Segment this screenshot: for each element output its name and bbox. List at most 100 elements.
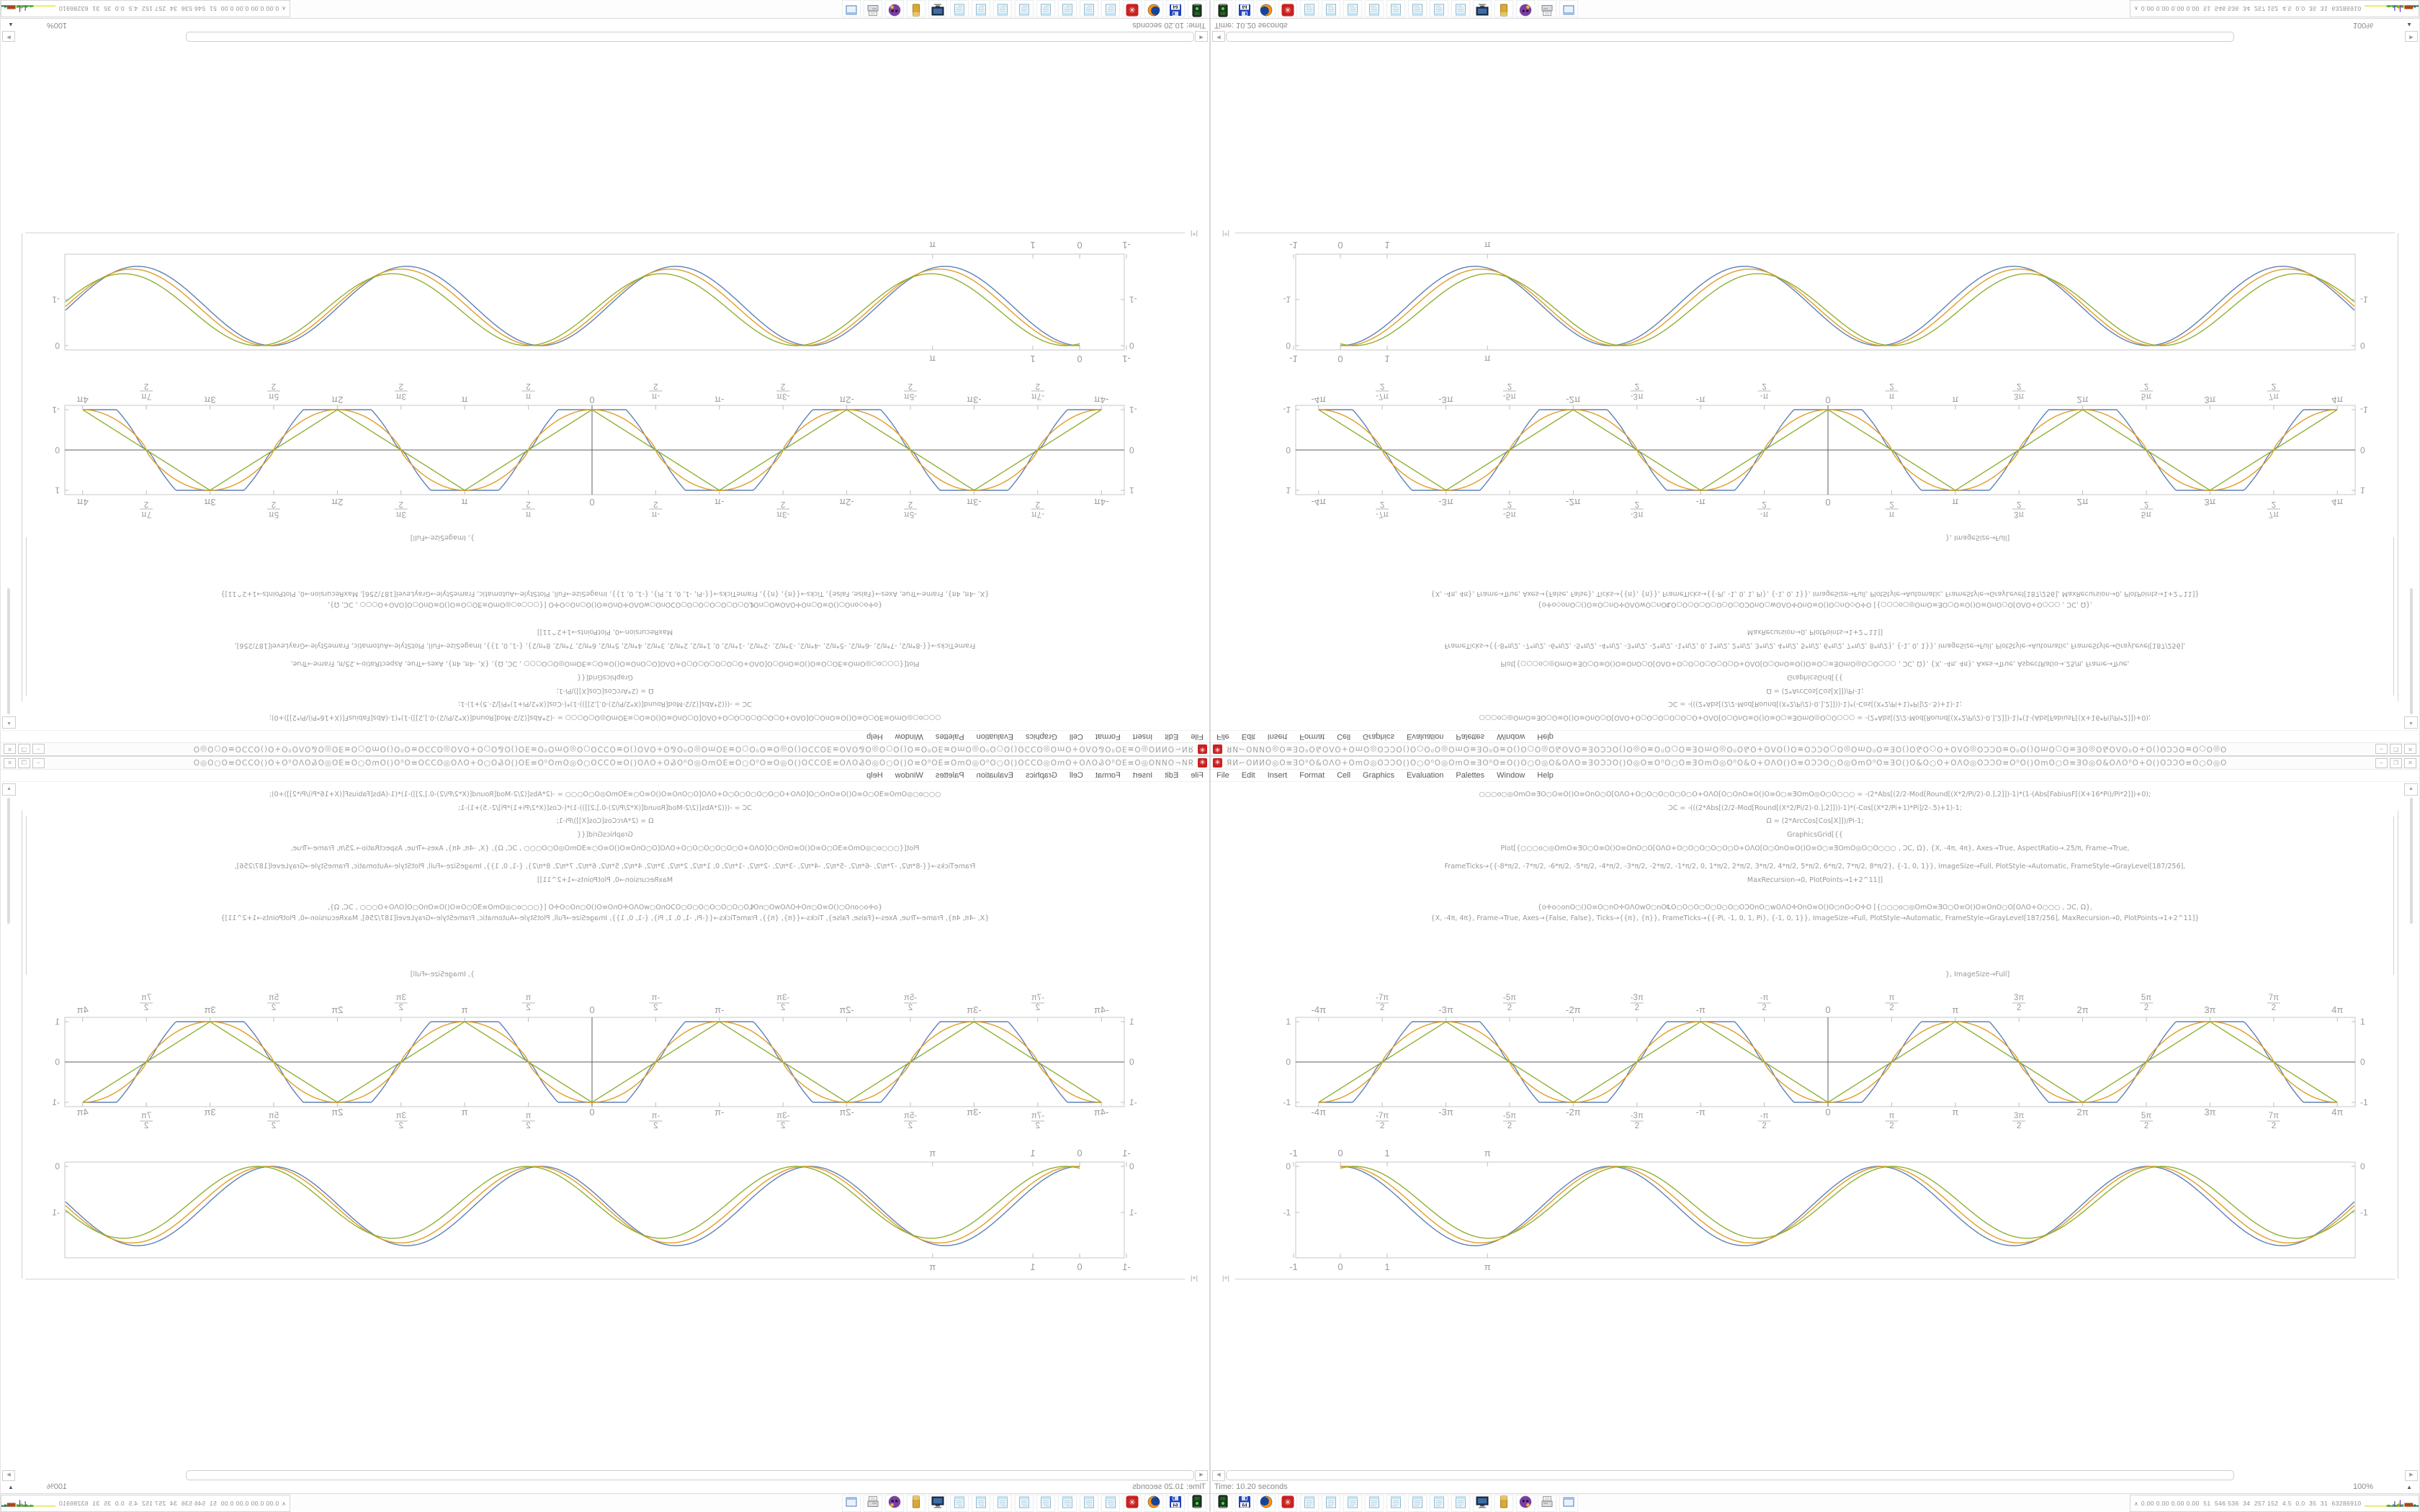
vertical-scrollbar[interactable]: ▲ — [2403, 45, 2418, 729]
taskbar-button-notepad[interactable] — [950, 1495, 969, 1512]
menu-item-format[interactable]: Format — [1299, 732, 1325, 741]
system-monitor[interactable]: ∧ 0.00 0.00 0.00 0.00 51 546 536 34 257 … — [2130, 1495, 2419, 1512]
menu-item-window[interactable]: Window — [1497, 732, 1525, 741]
collapse-chevron-icon[interactable]: ∧ — [282, 5, 286, 12]
zoom-control[interactable]: 100% ▲ — [2353, 1482, 2412, 1491]
menu-item-help[interactable]: Help — [866, 771, 883, 780]
scroll-left-arrow-icon[interactable]: ◀ — [1195, 31, 1208, 42]
taskbar-button-drive[interactable] — [1214, 1495, 1232, 1512]
window-titlebar[interactable]: ✳ ЯͶ⌐OͶͶO◎O≡ƎO⁰O&OΛO+OⅿO◎OƆƆO()O○O⁰O◎OⅿO… — [1211, 757, 2419, 770]
window-titlebar[interactable]: ✳ ЯͶ⌐OͶͶO◎O≡ƎO⁰O&OΛO+OⅿO◎OƆƆO()O○O⁰O◎OⅿO… — [1211, 742, 2419, 755]
menu-item-window[interactable]: Window — [895, 732, 923, 741]
taskbar-button-drive[interactable] — [1188, 1495, 1206, 1512]
taskbar-button-notepad[interactable] — [1058, 0, 1077, 17]
maximize-button[interactable]: ❐ — [2390, 744, 2402, 754]
horizontal-scroll-track[interactable] — [1226, 32, 2234, 42]
zoom-level[interactable]: 100% — [2352, 1482, 2374, 1491]
taskbar-button-folder-gold[interactable] — [907, 1495, 926, 1512]
minimize-button[interactable]: – — [2375, 758, 2388, 768]
collapse-chevron-icon[interactable]: ∧ — [282, 1500, 286, 1507]
taskbar-button-window-blue[interactable] — [842, 0, 861, 17]
zoom-dropdown-arrow-icon[interactable]: ▲ — [2406, 22, 2412, 29]
taskbar-button-firefox[interactable] — [1144, 0, 1163, 17]
taskbar-button-mathematica[interactable]: ✳ — [1123, 1495, 1142, 1512]
taskbar-button-notepad[interactable] — [1365, 1495, 1384, 1512]
zoom-level[interactable]: 100% — [46, 1482, 68, 1491]
scroll-right-arrow-icon[interactable]: ▶ — [2, 1470, 15, 1481]
code-cell[interactable]: ○○○o○◎OⅿO≡ƎO○O≡O()O≡OnO○O[OΛO+O○O○O○O○O○… — [1211, 514, 2419, 730]
menu-item-format[interactable]: Format — [1299, 771, 1325, 780]
zoom-dropdown-arrow-icon[interactable]: ▲ — [2406, 1483, 2412, 1490]
collapse-chevron-icon[interactable]: ∧ — [2134, 1500, 2138, 1507]
maximize-button[interactable]: ❐ — [18, 744, 30, 754]
zoom-dropdown-arrow-icon[interactable]: ▲ — [8, 1483, 14, 1490]
taskbar-button-notepad[interactable] — [1101, 1495, 1120, 1512]
taskbar-button-notepad[interactable] — [1015, 1495, 1034, 1512]
taskbar-button-purple-app[interactable] — [1516, 0, 1535, 17]
code-cell[interactable]: ○○○o○◎OⅿO≡ƎO○O≡O()O≡OnO○O[OΛO+O○O○O○O○O○… — [1, 782, 1209, 998]
menu-item-edit[interactable]: Edit — [1241, 771, 1255, 780]
menu-item-file[interactable]: File — [1216, 732, 1229, 741]
menu-item-palettes[interactable]: Palettes — [1456, 771, 1485, 780]
cell-insert-marker[interactable]: |+| — [1222, 230, 1229, 238]
menu-item-insert[interactable]: Insert — [1267, 732, 1288, 741]
zoom-control[interactable]: 100% ▲ — [8, 1482, 67, 1491]
taskbar-button-notepad[interactable] — [1300, 1495, 1319, 1512]
cell-insertion-bar[interactable]: |+| — [1211, 1274, 2419, 1286]
taskbar-button-firefox[interactable] — [1144, 1495, 1163, 1512]
taskbar-button-notepad[interactable] — [1343, 0, 1362, 17]
menu-item-evaluation[interactable]: Evaluation — [1407, 732, 1444, 741]
taskbar-button-notepad[interactable] — [1015, 0, 1034, 17]
menu-item-format[interactable]: Format — [1095, 771, 1121, 780]
horizontal-scroll-track[interactable] — [186, 1470, 1194, 1480]
menu-item-cell[interactable]: Cell — [1069, 771, 1083, 780]
menu-item-insert[interactable]: Insert — [1132, 732, 1153, 741]
taskbar-button-purple-app[interactable] — [885, 1495, 904, 1512]
cell-insert-marker[interactable]: |+| — [1191, 1274, 1198, 1282]
menu-item-edit[interactable]: Edit — [1241, 732, 1255, 741]
menu-item-graphics[interactable]: Graphics — [1025, 732, 1057, 741]
horizontal-scroll-track[interactable] — [186, 32, 1194, 42]
menu-item-edit[interactable]: Edit — [1165, 771, 1179, 780]
menu-item-cell[interactable]: Cell — [1069, 732, 1083, 741]
cell-insertion-bar[interactable]: |+| — [1211, 226, 2419, 238]
taskbar-button-notepad[interactable] — [1451, 0, 1470, 17]
taskbar-button-notepad[interactable] — [1343, 1495, 1362, 1512]
taskbar-button-notepad[interactable] — [950, 0, 969, 17]
menu-item-palettes[interactable]: Palettes — [935, 771, 964, 780]
close-button[interactable]: ✕ — [4, 744, 16, 754]
horizontal-scroll-track[interactable] — [1226, 1470, 2234, 1480]
taskbar-button-printer[interactable] — [1538, 0, 1556, 17]
scroll-left-arrow-icon[interactable]: ◀ — [1212, 1470, 1225, 1481]
taskbar-button-notepad[interactable] — [1322, 0, 1340, 17]
menu-item-window[interactable]: Window — [895, 771, 923, 780]
close-button[interactable]: ✕ — [2404, 758, 2416, 768]
window-titlebar[interactable]: ✳ ЯͶ⌐OͶͶO◎O≡ƎO⁰O&OΛO+OⅿO◎OƆƆO()O○O⁰O◎OⅿO… — [1, 742, 1209, 755]
vertical-scroll-thumb[interactable] — [2410, 588, 2413, 714]
maximize-button[interactable]: ❐ — [2390, 758, 2402, 768]
taskbar-button-notepad[interactable] — [1386, 1495, 1405, 1512]
taskbar-button-notepad[interactable] — [1300, 0, 1319, 17]
horizontal-scrollbar[interactable]: ◀ ▶ — [1211, 31, 2419, 42]
taskbar-button-notepad[interactable] — [1036, 1495, 1055, 1512]
menu-item-insert[interactable]: Insert — [1267, 771, 1288, 780]
taskbar-button-monitor[interactable] — [928, 1495, 947, 1512]
taskbar-button-monitor[interactable] — [1473, 1495, 1492, 1512]
taskbar-button-mathematica[interactable]: ✳ — [1278, 1495, 1297, 1512]
menu-item-help[interactable]: Help — [1537, 732, 1554, 741]
zoom-level[interactable]: 100% — [2352, 21, 2374, 30]
code-cell[interactable]: ○○○o○◎OⅿO≡ƎO○O≡O()O≡OnO○O[OΛO+O○O○O○O○O○… — [1, 514, 1209, 730]
maximize-button[interactable]: ❐ — [18, 758, 30, 768]
scroll-up-arrow-icon[interactable]: ▲ — [2404, 783, 2418, 796]
menu-item-help[interactable]: Help — [1537, 771, 1554, 780]
menu-item-file[interactable]: File — [1191, 771, 1204, 780]
taskbar-button-notepad[interactable] — [1408, 1495, 1427, 1512]
taskbar-button-notepad[interactable] — [1365, 0, 1384, 17]
cell-insert-marker[interactable]: |+| — [1222, 1274, 1229, 1282]
scroll-up-arrow-icon[interactable]: ▲ — [2, 783, 16, 796]
taskbar-button-folder-gold[interactable] — [1494, 1495, 1513, 1512]
taskbar-button-notepad[interactable] — [1408, 0, 1427, 17]
scroll-up-arrow-icon[interactable]: ▲ — [2, 716, 16, 729]
cell-insertion-bar[interactable]: |+| — [1, 226, 1209, 238]
minimize-button[interactable]: – — [32, 758, 45, 768]
